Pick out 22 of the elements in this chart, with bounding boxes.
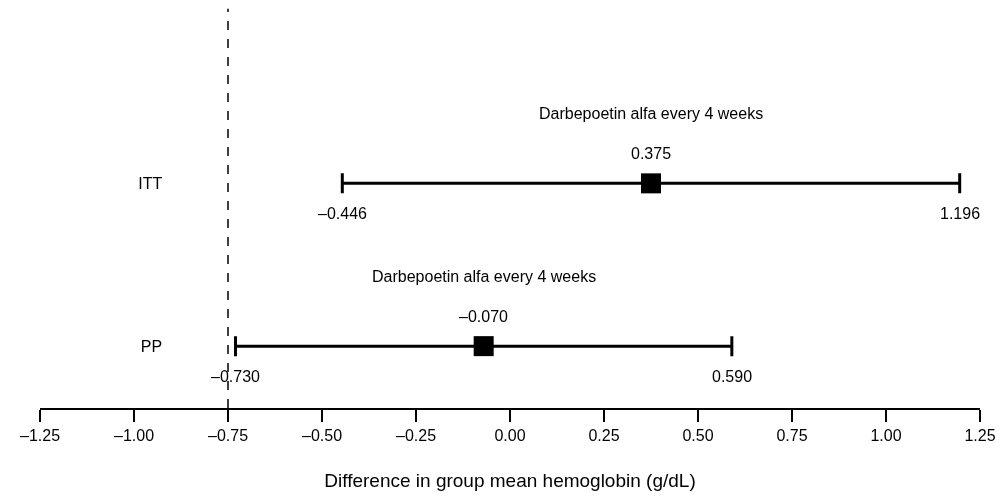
x-axis-title: Difference in group mean hemoglobin (g/dL) [324,469,696,491]
x-tick-label: 1.00 [870,427,902,445]
x-tick-label: 0.75 [776,427,808,445]
x-tick-label: –0.75 [207,427,249,445]
annotation: 0.590 [712,368,753,385]
x-tick-label: 1.25 [964,427,996,445]
annotation: 1.196 [940,205,981,222]
annotation: Darbepoetin alfa every 4 weeks [539,105,764,122]
annotation: Darbepoetin alfa every 4 weeks [372,268,597,285]
y-tick-label: PP [140,337,163,355]
x-tick-label: –1.00 [113,427,155,445]
x-tick-label: 0.25 [588,427,620,445]
x-tick-label: 0.00 [494,427,526,445]
x-tick-label: –1.25 [19,427,61,445]
x-tick-label: –0.25 [395,427,437,445]
annotation: –0.446 [318,205,368,222]
data-label: 0.375 [631,145,672,162]
annotation: –0.730 [211,368,261,385]
data-label: –0.070 [459,308,509,325]
y-tick-label: ITT [138,174,163,192]
x-tick-label: 0.50 [682,427,714,445]
x-tick-label: –0.50 [301,427,343,445]
